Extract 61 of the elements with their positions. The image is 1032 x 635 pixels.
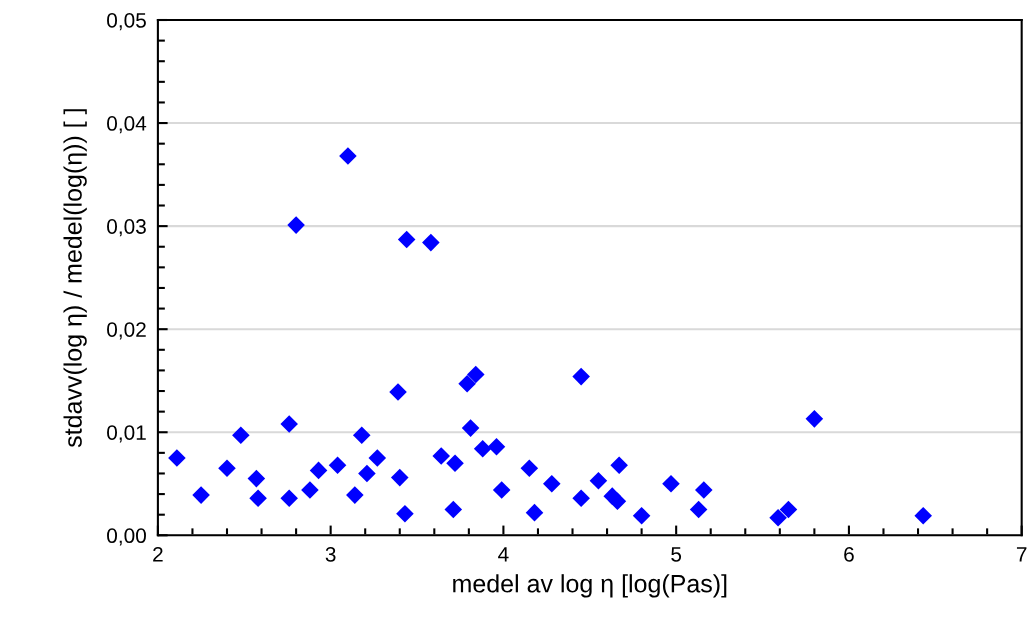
point bbox=[247, 469, 266, 488]
point bbox=[397, 230, 416, 249]
point bbox=[168, 449, 186, 467]
point bbox=[779, 500, 798, 519]
point bbox=[287, 216, 305, 234]
point bbox=[572, 489, 590, 507]
point bbox=[572, 367, 590, 386]
point bbox=[352, 426, 371, 445]
point bbox=[192, 486, 210, 504]
y-tick-label: 0,01 bbox=[107, 425, 146, 443]
point bbox=[389, 383, 407, 401]
y-tick-label: 0,00 bbox=[107, 528, 146, 546]
point bbox=[610, 456, 628, 475]
point bbox=[328, 456, 347, 475]
point bbox=[543, 474, 561, 493]
point bbox=[446, 454, 464, 472]
y-axis-title: stdavv(log η) / medel(log(η)) [ ] bbox=[63, 109, 87, 448]
y-tick-label: 0,05 bbox=[107, 13, 146, 31]
y-tick-label: 0,02 bbox=[107, 322, 146, 340]
point bbox=[492, 481, 511, 499]
point bbox=[396, 504, 414, 523]
point bbox=[280, 489, 298, 507]
point bbox=[339, 147, 357, 165]
point bbox=[608, 492, 627, 511]
x-tick-label: 2 bbox=[153, 546, 163, 562]
point bbox=[487, 437, 506, 456]
point bbox=[432, 447, 450, 465]
point bbox=[249, 489, 267, 507]
x-axis-title: medel av log η [log(Pas)] bbox=[453, 574, 727, 598]
point bbox=[805, 410, 824, 428]
point bbox=[914, 506, 932, 525]
x-tick-label: 4 bbox=[498, 547, 509, 562]
point bbox=[632, 506, 651, 525]
point bbox=[461, 419, 480, 437]
point bbox=[232, 426, 250, 445]
point bbox=[301, 481, 319, 499]
point bbox=[458, 375, 476, 393]
point bbox=[444, 500, 463, 519]
point bbox=[309, 461, 328, 480]
x-tick-label: 3 bbox=[325, 546, 336, 562]
point bbox=[520, 459, 539, 478]
point bbox=[473, 439, 492, 458]
y-tick-label: 0,04 bbox=[107, 116, 147, 134]
point bbox=[358, 464, 376, 483]
point bbox=[525, 503, 544, 522]
y-tick-label: 0,03 bbox=[107, 219, 146, 237]
point bbox=[695, 481, 713, 499]
point bbox=[368, 449, 387, 467]
point bbox=[280, 415, 298, 433]
point bbox=[769, 509, 787, 527]
point bbox=[589, 471, 608, 490]
point bbox=[218, 459, 236, 478]
point bbox=[422, 233, 440, 252]
x-tick-label: 5 bbox=[671, 547, 682, 562]
point bbox=[689, 500, 708, 519]
x-tick-label: 7 bbox=[1016, 547, 1027, 562]
point bbox=[662, 474, 680, 493]
point bbox=[466, 365, 485, 384]
point bbox=[390, 468, 409, 487]
point bbox=[346, 486, 364, 504]
x-tick-label: 6 bbox=[844, 546, 854, 562]
